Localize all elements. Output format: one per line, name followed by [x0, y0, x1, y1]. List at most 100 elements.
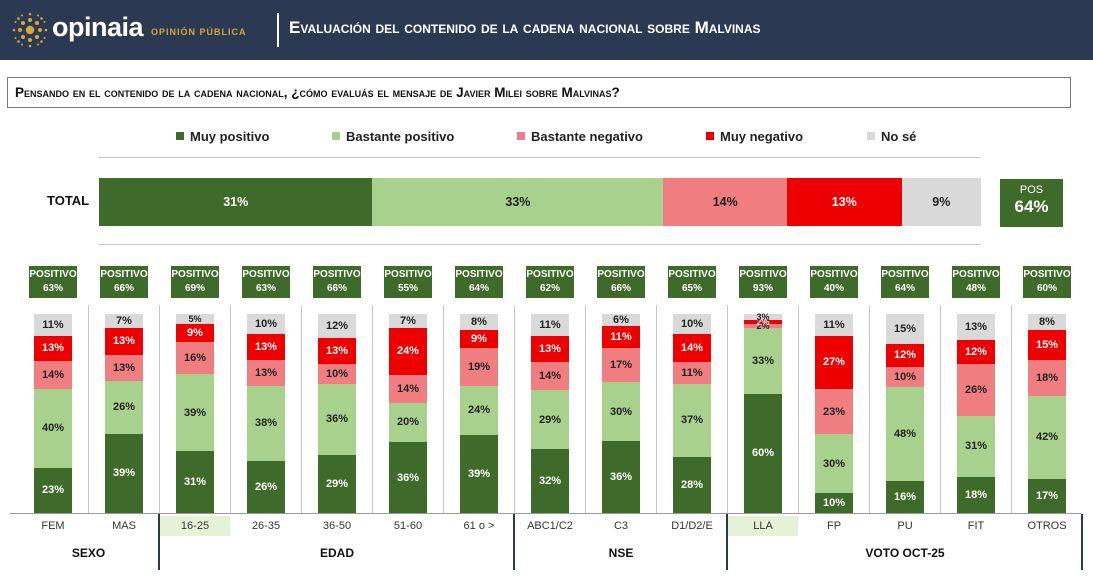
- bar-segment-bastante-negativo: 2%: [744, 321, 782, 331]
- bar-segment-bastante-negativo: 18%: [1028, 359, 1066, 396]
- bar-segment-muy-negativo: 14%: [673, 333, 711, 362]
- stacked-column-lla: 60% 33% 2% 2% 3%: [744, 312, 782, 513]
- legend-label: Bastante negativo: [531, 129, 643, 144]
- total-divider: [98, 244, 981, 245]
- bar-segment-muy-positivo: 60%: [744, 393, 782, 513]
- bar-segment-muy-positivo: 16%: [886, 481, 924, 513]
- group-divider: [513, 514, 515, 570]
- column-divider: [940, 305, 941, 513]
- bar-segment-bastante-negativo: 23%: [815, 388, 853, 435]
- column-divider: [88, 305, 89, 513]
- bar-segment-no-se: 12%: [318, 314, 356, 338]
- category-label: LLA: [728, 516, 798, 536]
- bar-segment-no-se: 7%: [389, 314, 427, 328]
- positivo-value: 64%: [468, 283, 489, 294]
- positivo-value: 63%: [42, 283, 63, 294]
- bar-segment-muy-negativo: 13%: [105, 328, 143, 355]
- legend-item-muy-positivo: Muy positivo: [176, 129, 269, 144]
- positivo-value: 65%: [681, 283, 702, 294]
- stacked-column-fp: 10% 30% 23% 27% 11%: [815, 314, 853, 513]
- category-label: 51-60: [393, 520, 423, 532]
- positivo-box: POSITIVO 60%: [1023, 266, 1071, 298]
- positivo-label: POSITIVO: [1023, 269, 1071, 280]
- bar-segment-muy-negativo: 9%: [460, 330, 498, 349]
- bar-segment-muy-positivo: 36%: [602, 441, 640, 513]
- bar-segment-muy-negativo: 13%: [34, 335, 72, 362]
- column-divider: [159, 305, 160, 513]
- bar-segment-muy-positivo: 17%: [1028, 479, 1066, 513]
- category-label: FP: [826, 520, 842, 532]
- positivo-value: 93%: [752, 283, 773, 294]
- positivo-value: 60%: [1036, 283, 1057, 294]
- stacked-column-pu: 16% 48% 10% 12% 15%: [886, 314, 924, 513]
- legend-swatch: [517, 132, 525, 140]
- category-label: D1/D2/E: [671, 520, 713, 532]
- positivo-value: 40%: [823, 283, 844, 294]
- positivo-label: POSITIVO: [29, 269, 77, 280]
- stacked-column-c3: 36% 30% 17% 11% 6%: [602, 314, 640, 513]
- positivo-value: 64%: [894, 283, 915, 294]
- bar-segment-bastante-positivo: 48%: [886, 386, 924, 482]
- bar-segment-muy-negativo: 12%: [886, 343, 924, 368]
- bar-segment-no-se: 11%: [34, 314, 72, 336]
- category-label: 61 o >: [463, 520, 495, 532]
- total-bar-segment-muy-positivo: 31%: [99, 178, 373, 226]
- bar-segment-muy-positivo: 39%: [460, 434, 498, 513]
- bar-segment-muy-positivo: 23%: [34, 467, 72, 513]
- bar-segment-bastante-negativo: 17%: [602, 347, 640, 382]
- group-label-edad: EDAD: [319, 546, 354, 560]
- positivo-label: POSITIVO: [597, 269, 645, 280]
- column-divider: [869, 305, 870, 513]
- opinaia-logo-icon: [12, 12, 48, 48]
- bar-segment-muy-positivo: 10%: [815, 493, 853, 513]
- legend-swatch: [176, 132, 184, 140]
- stacked-column-16-25: 31% 39% 16% 9% 5%: [176, 314, 214, 513]
- bar-segment-no-se: 3%: [744, 312, 782, 322]
- positivo-label: POSITIVO: [881, 269, 929, 280]
- column-divider: [656, 305, 657, 513]
- bar-segment-muy-negativo: 13%: [318, 337, 356, 364]
- column-divider: [230, 305, 231, 513]
- column-divider: [727, 305, 728, 513]
- legend-label: Muy positivo: [190, 129, 270, 144]
- bar-segment-muy-positivo: 32%: [531, 448, 569, 513]
- stacked-column-fit: 18% 31% 26% 12% 13%: [957, 314, 995, 513]
- positivo-label: POSITIVO: [313, 269, 361, 280]
- stacked-column-36-50: 29% 36% 10% 13% 12%: [318, 314, 356, 513]
- bar-segment-no-se: 11%: [531, 314, 569, 337]
- bar-segment-no-se: 6%: [602, 314, 640, 326]
- category-label: 16-25: [160, 516, 230, 536]
- bar-segment-bastante-negativo: 14%: [389, 375, 427, 403]
- total-pos-label: POS: [1019, 184, 1044, 196]
- brand-subtitle: OPINIÓN PÚBLICA: [151, 27, 247, 37]
- bar-segment-bastante-positivo: 38%: [247, 385, 285, 462]
- stacked-column-61-o: 39% 24% 19% 9% 8%: [460, 314, 498, 513]
- positivo-label: POSITIVO: [171, 269, 219, 280]
- bar-segment-muy-negativo: 27%: [815, 335, 853, 389]
- bar-segment-bastante-negativo: 13%: [247, 359, 285, 386]
- bar-segment-bastante-negativo: 26%: [957, 363, 995, 416]
- bar-segment-no-se: 8%: [460, 314, 498, 331]
- bar-segment-bastante-negativo: 14%: [531, 362, 569, 391]
- stacked-column-fem: 23% 40% 14% 13% 11%: [34, 314, 72, 513]
- total-bar-segment-bastante-positivo: 33%: [372, 178, 664, 226]
- total-label: TOTAL: [47, 193, 90, 208]
- legend-label: Bastante positivo: [346, 129, 455, 144]
- category-label: ABC1/C2: [527, 520, 573, 532]
- page-title: Evaluación del contenido de la cadena na…: [289, 18, 761, 37]
- positivo-box: POSITIVO 66%: [100, 266, 148, 298]
- bar-segment-muy-positivo: 31%: [176, 451, 214, 513]
- bar-segment-no-se: 5%: [176, 314, 214, 324]
- positivo-label: POSITIVO: [384, 269, 432, 280]
- stacked-column-26-35: 26% 38% 13% 13% 10%: [247, 314, 285, 513]
- category-label: MAS: [112, 520, 136, 532]
- positivo-value: 48%: [965, 283, 986, 294]
- bar-segment-bastante-positivo: 31%: [957, 415, 995, 478]
- bar-segment-no-se: 10%: [247, 314, 285, 334]
- total-pos-value: 64%: [1014, 197, 1049, 216]
- bar-segment-muy-negativo: 2%: [744, 317, 782, 327]
- bar-segment-muy-positivo: 28%: [673, 457, 711, 513]
- category-label: FEM: [41, 520, 65, 532]
- bar-segment-bastante-negativo: 16%: [176, 341, 214, 374]
- bar-segment-bastante-positivo: 26%: [105, 381, 143, 434]
